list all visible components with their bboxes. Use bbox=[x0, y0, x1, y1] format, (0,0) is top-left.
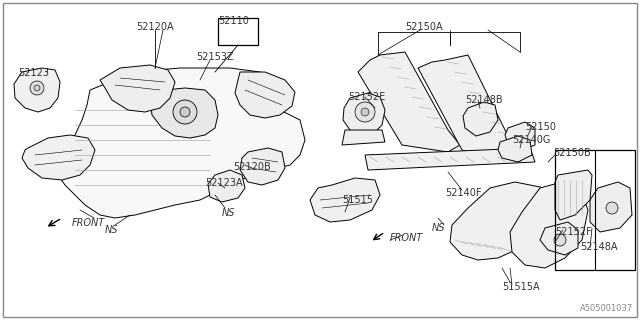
Polygon shape bbox=[150, 88, 218, 138]
Text: 52152E: 52152E bbox=[348, 92, 385, 102]
Circle shape bbox=[180, 107, 190, 117]
Text: 52150B: 52150B bbox=[553, 148, 591, 158]
Text: NS: NS bbox=[105, 225, 118, 235]
Polygon shape bbox=[55, 68, 305, 218]
Polygon shape bbox=[505, 122, 535, 150]
Polygon shape bbox=[463, 102, 498, 136]
Circle shape bbox=[361, 108, 369, 116]
Polygon shape bbox=[235, 72, 295, 118]
Text: FRONT: FRONT bbox=[390, 233, 423, 243]
Circle shape bbox=[34, 85, 40, 91]
Text: 52123: 52123 bbox=[18, 68, 49, 78]
Polygon shape bbox=[590, 182, 632, 232]
Circle shape bbox=[173, 100, 197, 124]
Polygon shape bbox=[510, 182, 588, 268]
Circle shape bbox=[606, 202, 618, 214]
Text: 52150: 52150 bbox=[525, 122, 556, 132]
Text: 52148B: 52148B bbox=[465, 95, 502, 105]
Text: 52110: 52110 bbox=[218, 16, 249, 26]
Circle shape bbox=[30, 81, 44, 95]
Polygon shape bbox=[208, 170, 245, 202]
Circle shape bbox=[554, 234, 566, 246]
Polygon shape bbox=[365, 148, 535, 170]
Text: 52140F: 52140F bbox=[445, 188, 481, 198]
Polygon shape bbox=[540, 222, 578, 255]
Text: 52123A: 52123A bbox=[205, 178, 243, 188]
Text: 52120A: 52120A bbox=[136, 22, 173, 32]
Polygon shape bbox=[240, 148, 285, 185]
Polygon shape bbox=[22, 135, 95, 180]
Polygon shape bbox=[342, 130, 385, 145]
Polygon shape bbox=[450, 182, 548, 260]
Text: FRONT: FRONT bbox=[72, 218, 105, 228]
Text: 51515A: 51515A bbox=[502, 282, 540, 292]
Polygon shape bbox=[14, 68, 60, 112]
Text: 52148A: 52148A bbox=[580, 242, 618, 252]
Polygon shape bbox=[358, 52, 460, 152]
Text: 52140G: 52140G bbox=[512, 135, 550, 145]
Text: A505001037: A505001037 bbox=[580, 304, 633, 313]
Text: 52153Z: 52153Z bbox=[196, 52, 234, 62]
Polygon shape bbox=[100, 65, 175, 112]
Polygon shape bbox=[498, 136, 532, 162]
Text: NS: NS bbox=[432, 223, 445, 233]
Text: 52120B: 52120B bbox=[233, 162, 271, 172]
Polygon shape bbox=[555, 170, 592, 220]
Polygon shape bbox=[343, 93, 385, 135]
Polygon shape bbox=[418, 55, 520, 162]
Polygon shape bbox=[310, 178, 380, 222]
Text: 52150A: 52150A bbox=[405, 22, 443, 32]
Text: 51515: 51515 bbox=[342, 195, 373, 205]
Text: 52152F: 52152F bbox=[555, 227, 592, 237]
Text: NS: NS bbox=[222, 208, 236, 218]
Circle shape bbox=[355, 102, 375, 122]
